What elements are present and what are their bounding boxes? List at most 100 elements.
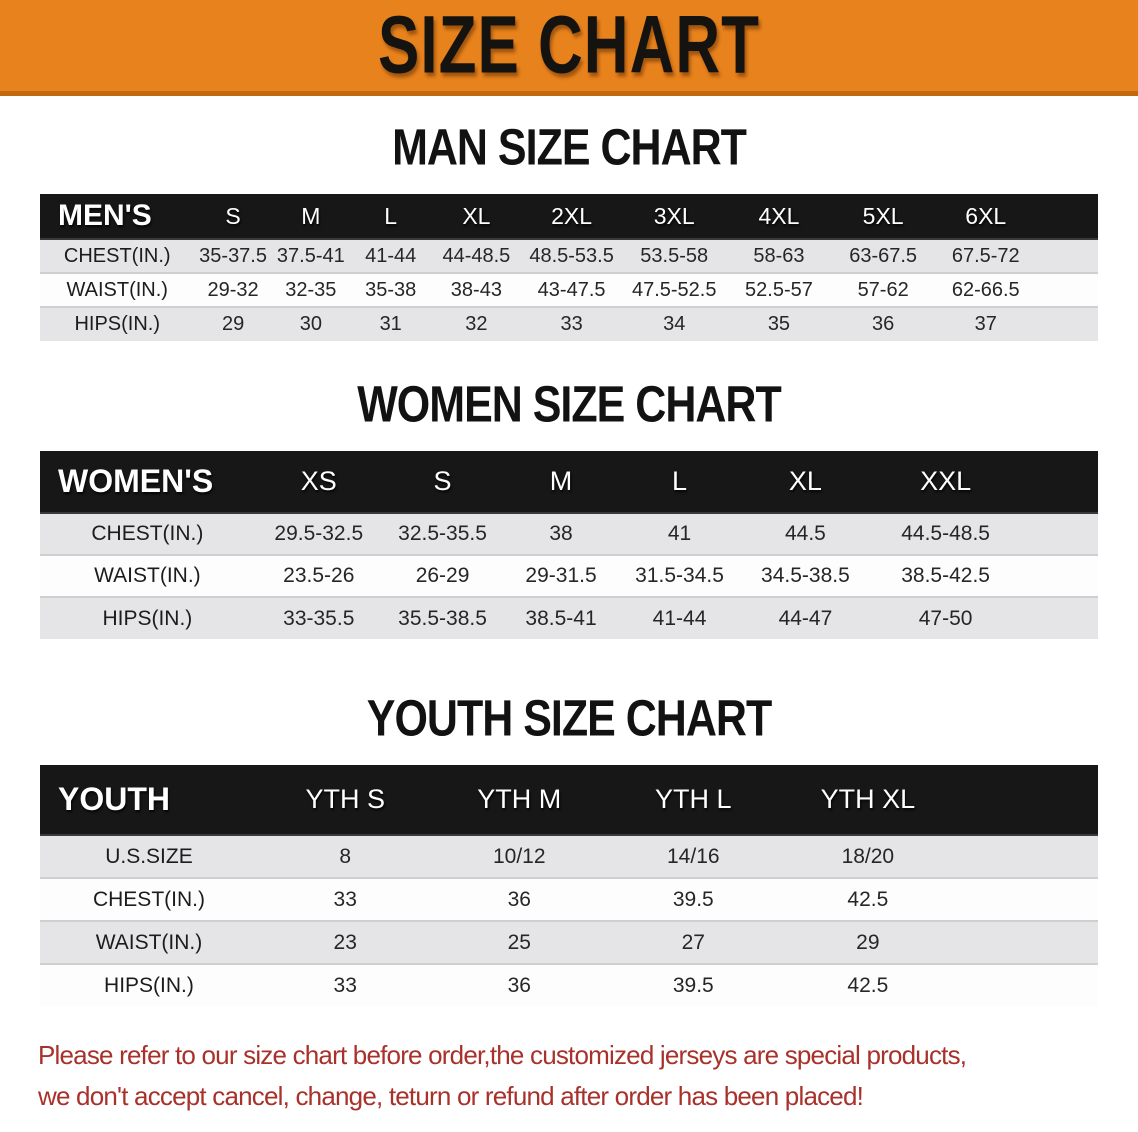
measurement-row: HIPS(IN.) 29 30 31 32 33 34 35 36 37 <box>40 307 1098 341</box>
measurement-value: 48.5-53.5 <box>529 244 614 267</box>
measurement-value: 44-48.5 <box>442 244 511 267</box>
womens-section-heading: WOMEN SIZE CHART <box>357 376 782 434</box>
row-spacer <box>955 921 1098 964</box>
page-title: SIZE CHART <box>378 0 760 92</box>
youth-section-heading: YOUTH SIZE CHART <box>366 690 772 748</box>
measurement-value: 52.5-57 <box>745 278 813 301</box>
row-spacer <box>1037 307 1098 341</box>
measurement-value: 58-63 <box>753 244 805 267</box>
measurement-value: 63-67.5 <box>849 244 918 267</box>
womens-size-table: WOMEN'S XS S M L XL XXL CHEST(IN.) 29.5-32.5 32.5… <box>40 451 1098 639</box>
size-header-row: WOMEN'S XS S M L XL XXL <box>40 451 1098 513</box>
measurement-value: 38 <box>549 522 573 545</box>
measurement-row: CHEST(IN.) 35-37.5 37.5-41 41-44 44-48.5 48.5… <box>40 239 1098 273</box>
table-corner-label: YOUTH <box>40 765 258 835</box>
measurement-value: 23 <box>333 930 357 954</box>
measurement-value: 67.5-72 <box>951 244 1020 267</box>
measurement-value: 33 <box>560 313 583 335</box>
measurement-value: 44.5-48.5 <box>901 522 990 545</box>
measurement-value: 39.5 <box>672 887 714 911</box>
measurement-value: 14/16 <box>667 844 720 868</box>
measurement-value: 18/20 <box>841 844 895 868</box>
size-column-header: M <box>502 451 620 513</box>
measurement-value: 39.5 <box>672 974 714 997</box>
measurement-value: 8 <box>339 844 352 868</box>
measurement-row: HIPS(IN.) 33 36 39.5 42.5 <box>40 964 1098 1007</box>
row-spacer <box>955 964 1098 1007</box>
size-column-header: 2XL <box>521 194 622 239</box>
measurement-row: CHEST(IN.) 33 36 39.5 42.5 <box>40 878 1098 921</box>
row-spacer <box>955 878 1098 921</box>
measurement-value: 32 <box>465 313 488 335</box>
measurement-row-label: CHEST(IN.) <box>91 522 204 545</box>
measurement-value: 38.5-42.5 <box>901 564 990 587</box>
size-column-header: S <box>194 194 272 239</box>
measurement-value: 32-35 <box>285 278 337 301</box>
measurement-row: WAIST(IN.) 23.5-26 26-29 29-31.5 31.5-34.5 34… <box>40 555 1098 597</box>
measurement-value: 33 <box>333 887 357 911</box>
row-spacer <box>1020 597 1098 639</box>
measurement-row-label: CHEST(IN.) <box>92 887 205 911</box>
size-column-header: YTH L <box>606 765 781 835</box>
measurement-row: WAIST(IN.) 23 25 27 29 <box>40 921 1098 964</box>
measurement-value: 35-37.5 <box>199 244 267 267</box>
measurement-value: 42.5 <box>847 974 889 997</box>
row-spacer <box>1020 513 1098 555</box>
measurement-value: 62-66.5 <box>951 278 1020 301</box>
measurement-value: 30 <box>299 313 322 335</box>
size-column-header: YTH M <box>432 765 606 835</box>
row-spacer <box>1020 555 1098 597</box>
table-corner-label: WOMEN'S <box>40 451 255 513</box>
measurement-value: 34 <box>663 313 686 335</box>
measurement-value: 34.5-38.5 <box>761 564 850 587</box>
size-column-header: YTH S <box>257 765 433 835</box>
mens-size-table: MEN'S S M L XL 2XL 3XL 4XL 5XL 6XL CHEST(IN.) 35-37… <box>40 194 1098 341</box>
measurement-value: 36 <box>872 313 895 335</box>
measurement-value: 29-31.5 <box>525 564 597 587</box>
measurement-value: 29 <box>856 930 880 954</box>
measurement-value: 36 <box>507 887 531 911</box>
measurement-value: 36 <box>507 974 531 997</box>
measurement-value: 35-38 <box>365 278 417 301</box>
size-column-header: S <box>382 451 503 513</box>
order-disclaimer: Please refer to our size chart before or… <box>38 1035 1138 1117</box>
disclaimer-line-2: we don't accept cancel, change, teturn o… <box>38 1081 864 1111</box>
measurement-value: 44-47 <box>778 606 833 630</box>
measurement-row-label: HIPS(IN.) <box>104 974 194 997</box>
size-column-header: 3XL <box>621 194 727 239</box>
measurement-row-label: WAIST(IN.) <box>94 564 201 587</box>
measurement-row-label: WAIST(IN.) <box>66 278 168 301</box>
size-header-row: YOUTH YTH S YTH M YTH L YTH XL <box>40 765 1098 835</box>
row-spacer <box>1037 239 1098 273</box>
header-spacer <box>1036 194 1098 239</box>
measurement-value: 53.5-58 <box>640 244 709 267</box>
measurement-value: 47-50 <box>918 606 973 630</box>
measurement-row-label: CHEST(IN.) <box>63 244 171 267</box>
measurement-value: 29-32 <box>207 278 259 301</box>
measurement-value: 44.5 <box>784 522 826 545</box>
measurement-value: 35.5-38.5 <box>398 606 487 630</box>
header-spacer <box>955 765 1098 835</box>
disclaimer-line-1: Please refer to our size chart before or… <box>38 1040 967 1070</box>
measurement-value: 25 <box>507 930 531 954</box>
measurement-value: 38.5-41 <box>525 606 597 630</box>
measurement-row: U.S.SIZE 8 10/12 14/16 18/20 <box>40 835 1098 878</box>
measurement-value: 47.5-52.5 <box>631 278 717 301</box>
youth-size-table: YOUTH YTH S YTH M YTH L YTH XL U.S.SIZE 8 10/12… <box>40 765 1098 1007</box>
size-column-header: L <box>619 451 740 513</box>
measurement-value: 33-35.5 <box>283 606 355 630</box>
measurement-value: 31 <box>379 313 402 335</box>
size-column-header: M <box>271 194 350 239</box>
size-column-header: 6XL <box>934 194 1037 239</box>
measurement-row: HIPS(IN.) 33-35.5 35.5-38.5 38.5-41 41-44 44-… <box>40 597 1098 639</box>
measurement-value: 42.5 <box>847 887 889 911</box>
measurement-value: 23.5-26 <box>283 564 355 587</box>
measurement-value: 43-47.5 <box>537 278 606 301</box>
measurement-value: 41-44 <box>365 244 417 267</box>
measurement-value: 35 <box>767 313 791 335</box>
measurement-row-label: U.S.SIZE <box>105 844 193 868</box>
size-column-header: 5XL <box>831 194 935 239</box>
measurement-value: 29.5-32.5 <box>274 522 364 545</box>
measurement-value: 57-62 <box>857 278 909 301</box>
measurement-value: 41 <box>667 522 692 545</box>
